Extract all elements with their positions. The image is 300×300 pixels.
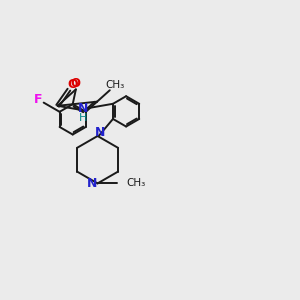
Text: N: N bbox=[87, 177, 98, 190]
Text: N: N bbox=[95, 126, 105, 139]
Text: CH₃: CH₃ bbox=[127, 178, 146, 188]
Text: O: O bbox=[70, 76, 80, 89]
Text: N: N bbox=[78, 102, 88, 115]
Text: H: H bbox=[79, 113, 87, 123]
Text: O: O bbox=[67, 78, 78, 91]
Text: CH₃: CH₃ bbox=[106, 80, 125, 90]
Text: F: F bbox=[34, 93, 42, 106]
